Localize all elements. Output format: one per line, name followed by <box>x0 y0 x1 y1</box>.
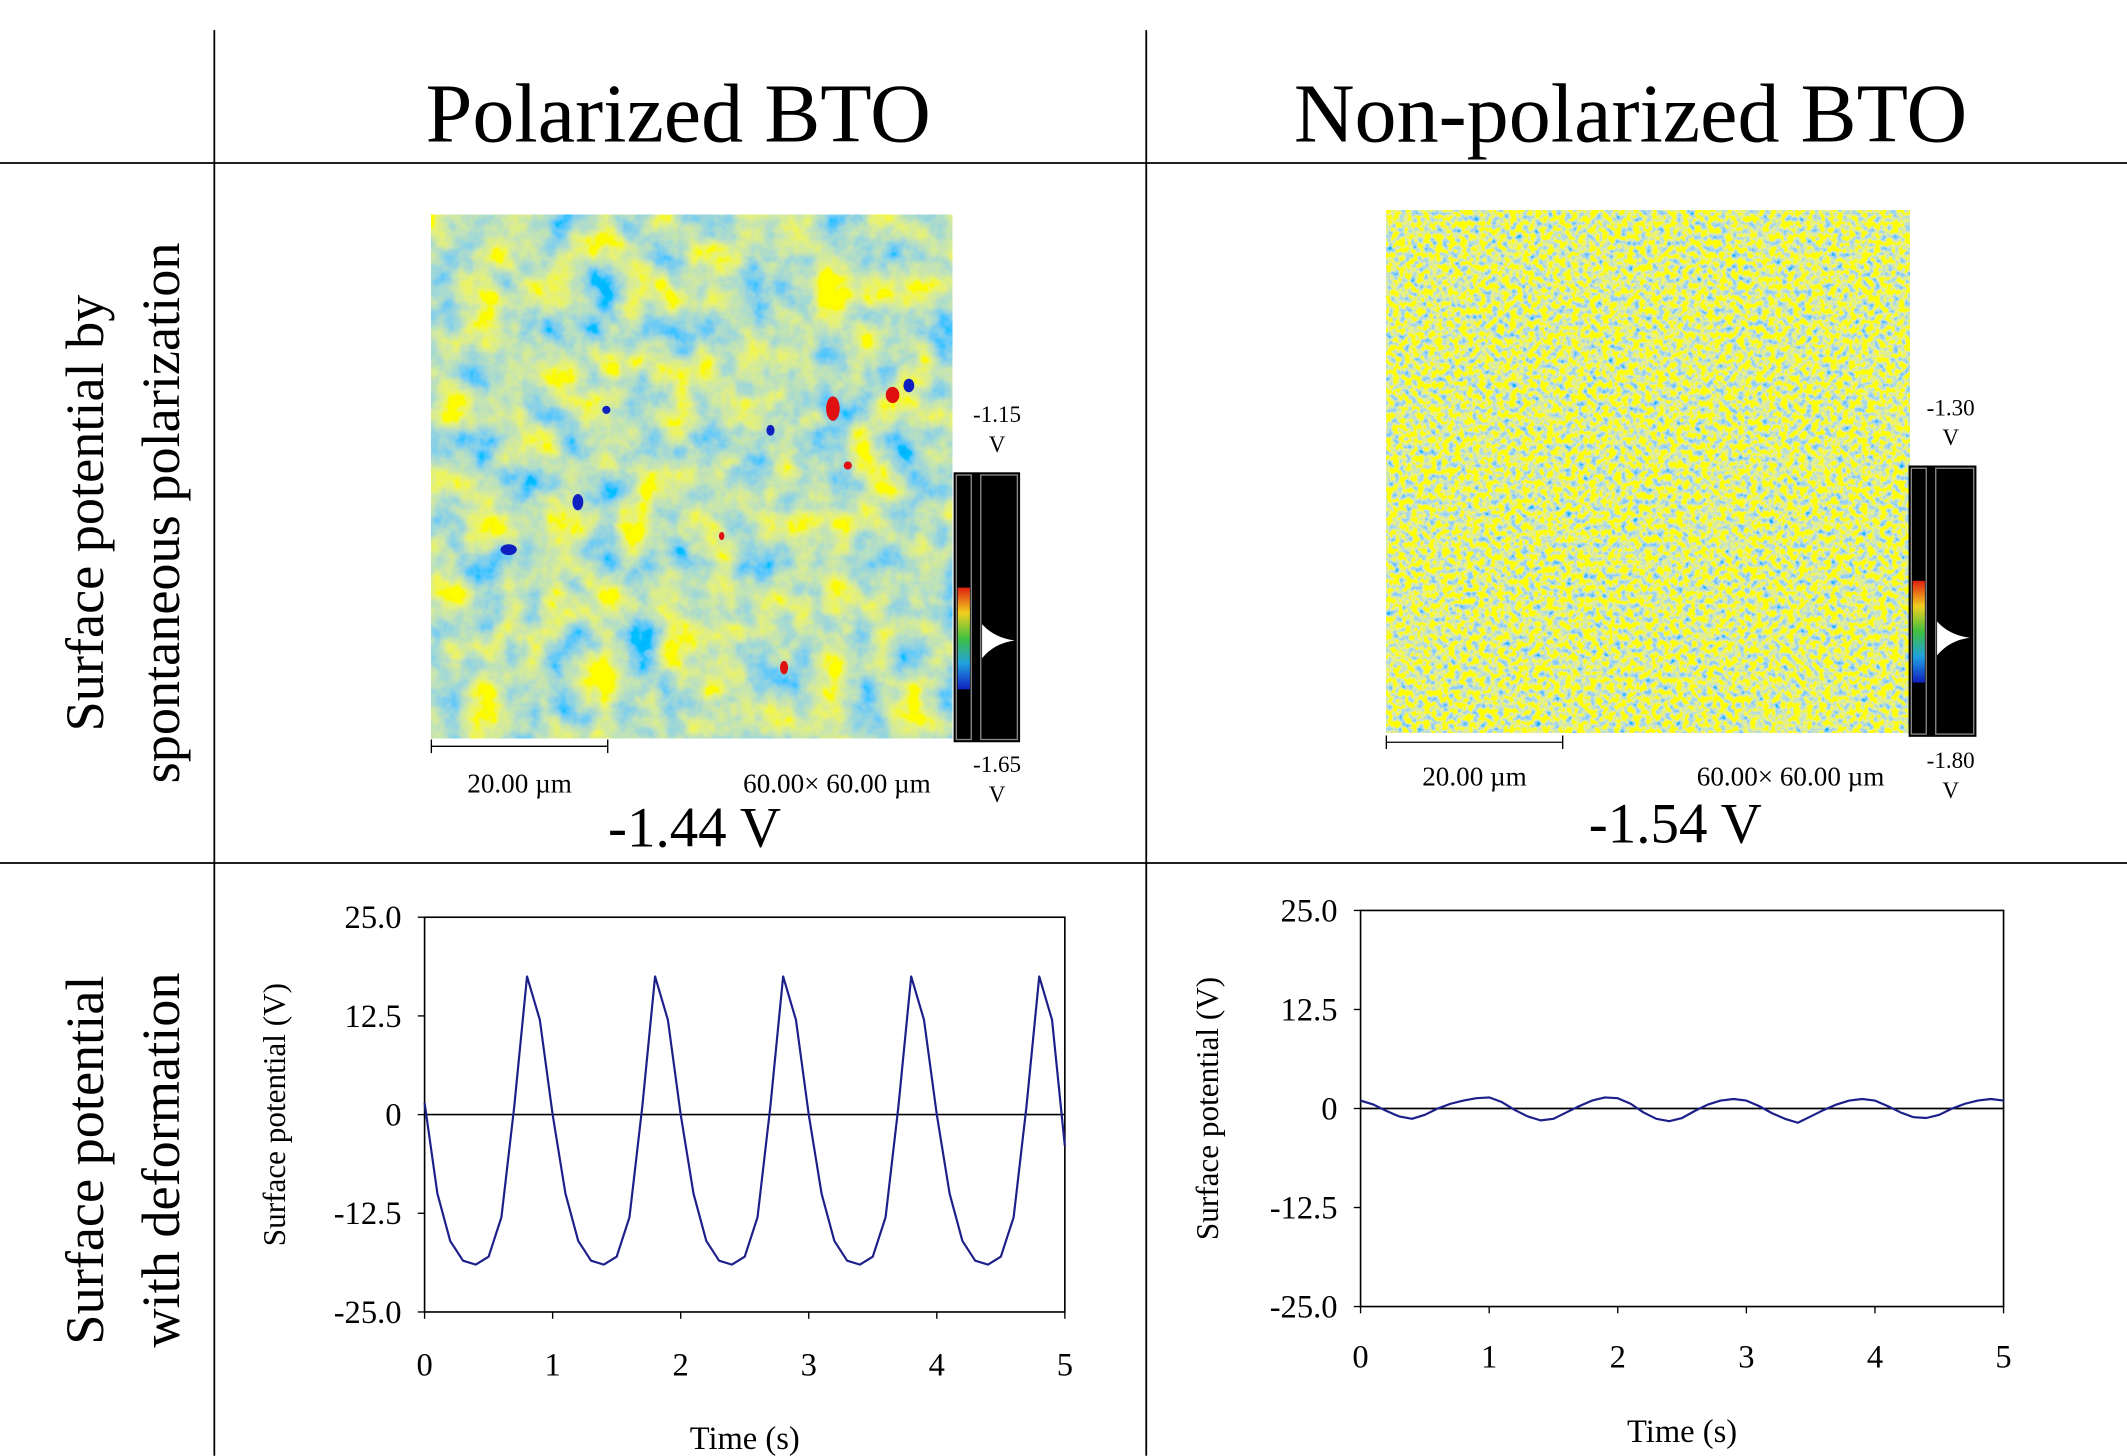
table-grid <box>0 30 2127 1456</box>
map-image <box>431 214 953 739</box>
x-tick-label: 1 <box>1481 1340 1497 1376</box>
y-axis-label: Surface potential (V) <box>257 983 292 1246</box>
scan-size: 60.00× 60.00 µm <box>743 768 931 798</box>
x-tick-label: 2 <box>1610 1340 1626 1376</box>
x-tick-label: 0 <box>416 1348 432 1384</box>
y-axis-label: Surface potential (V) <box>1190 977 1225 1240</box>
histogram-peak <box>1937 621 1970 656</box>
row-label-line: Surface potential <box>55 976 115 1345</box>
map-image <box>1386 210 1910 733</box>
row-label-line: with deformation <box>131 972 191 1347</box>
y-tick-label: 25.0 <box>1281 893 1338 929</box>
y-tick-label: 12.5 <box>1281 992 1338 1028</box>
x-axis-label: Time (s) <box>1627 1414 1737 1450</box>
y-tick-label: -25.0 <box>1270 1289 1338 1325</box>
x-tick-label: 3 <box>1738 1340 1754 1376</box>
row-label: Surface potential with deformation <box>55 972 191 1347</box>
y-tick-label: -12.5 <box>334 1196 402 1232</box>
y-tick-label: 0 <box>1321 1091 1337 1127</box>
y-tick-label: 0 <box>385 1097 401 1133</box>
x-tick-label: 5 <box>1995 1340 2011 1376</box>
row-label-line: spontaneous polarization <box>131 243 191 784</box>
line-chart: 25.0 12.5 0 -12.5 -25.0 0 1 2 3 4 5 Time (s) Surface… <box>1190 893 2012 1450</box>
line-chart: 25.0 12.5 0 -12.5 -25.0 0 1 2 3 4 5 Time (s) Surface… <box>257 900 1073 1456</box>
histogram-peak <box>982 624 1015 659</box>
scale-bar-label: 20.00 µm <box>467 768 572 798</box>
x-tick-label: 4 <box>929 1348 945 1384</box>
mean-potential: -1.44 V <box>608 797 781 860</box>
x-tick-label: 5 <box>1057 1348 1073 1384</box>
colorbar-max: -1.15 <box>973 401 1021 427</box>
x-tick-label: 1 <box>544 1348 560 1384</box>
scale-bar-label: 20.00 µm <box>1422 762 1527 792</box>
y-tick-label: 12.5 <box>345 999 402 1035</box>
x-tick-label: 3 <box>801 1348 817 1384</box>
potential-map: 20.00 µm 60.00× 60.00 µm -1.30 V -1.80 V… <box>1385 210 1977 856</box>
x-axis-label: Time (s) <box>690 1421 800 1456</box>
colorbar-frame <box>1935 467 1975 735</box>
data-line <box>1360 1096 2004 1124</box>
colorbar-frame <box>955 474 972 741</box>
y-tick-label: -12.5 <box>1270 1190 1338 1226</box>
data-line <box>423 975 1066 1266</box>
scan-size: 60.00× 60.00 µm <box>1697 762 1885 792</box>
colorbar-unit: V <box>1942 424 1959 450</box>
colorbar-unit: V <box>989 781 1006 807</box>
colorbar-frame <box>980 474 1019 741</box>
potential-map: 20.00 µm 60.00× 60.00 µm -1.15 V -1.65 V… <box>430 214 1021 860</box>
colorbar-unit: V <box>1942 777 1959 803</box>
colorbar-scale <box>1912 580 1925 683</box>
colorbar-frame <box>1910 467 1927 735</box>
column-header: Non-polarized BTO <box>1294 67 1967 160</box>
y-tick-label: -25.0 <box>334 1295 402 1331</box>
row-label: Surface potential by spontaneous polariz… <box>55 243 191 784</box>
mean-potential: -1.54 V <box>1589 793 1762 856</box>
colorbar-unit: V <box>989 431 1006 457</box>
column-header: Polarized BTO <box>426 67 931 160</box>
colorbar-max: -1.30 <box>1927 394 1975 420</box>
colorbar-min: -1.80 <box>1927 747 1975 773</box>
x-tick-label: 0 <box>1352 1340 1368 1376</box>
x-tick-label: 2 <box>673 1348 689 1384</box>
x-tick-label: 4 <box>1867 1340 1883 1376</box>
y-tick-label: 25.0 <box>345 900 402 936</box>
colorbar-min: -1.65 <box>973 751 1021 777</box>
row-label-line: Surface potential by <box>55 295 115 732</box>
map-spots <box>500 378 915 675</box>
colorbar-scale <box>957 587 970 690</box>
